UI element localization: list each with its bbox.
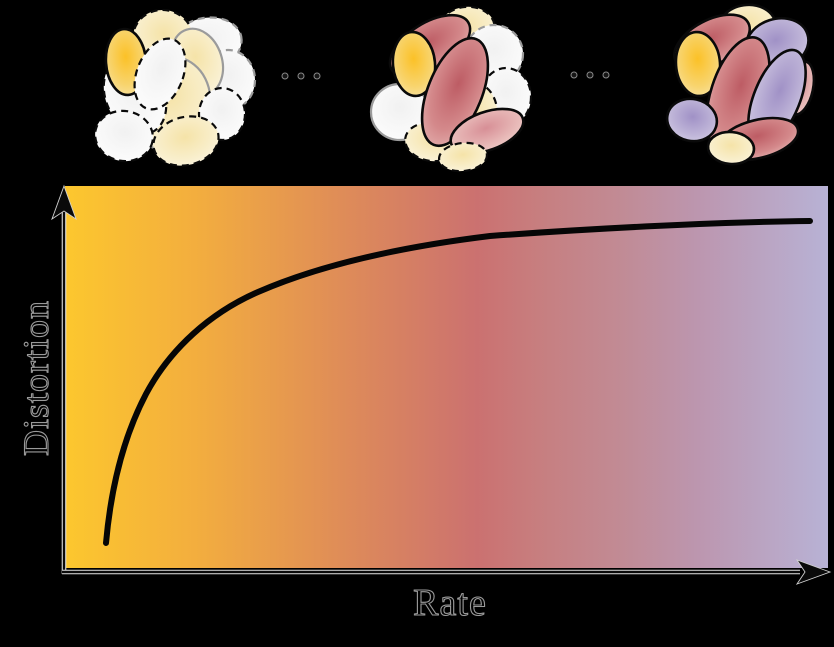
gaussian-component [152, 115, 220, 167]
gaussian-component [133, 37, 187, 111]
y-axis-arrow-icon [51, 184, 77, 221]
ellipsis-dots-right [570, 71, 610, 79]
separator-dot-icon [570, 71, 578, 79]
cluster-coarse [94, 8, 257, 167]
ellipsis-dots-left [281, 72, 321, 80]
plot-area [65, 186, 828, 568]
separator-dot-icon [602, 71, 610, 79]
y-axis [51, 184, 77, 574]
gaussian-component [674, 30, 722, 98]
cluster-intermediate [369, 5, 533, 173]
y-axis-label: Distortion [15, 299, 56, 457]
x-axis-label: Rate [413, 581, 487, 624]
gaussian-component [665, 97, 719, 143]
rate-distortion-curve [103, 218, 813, 546]
separator-dot-icon [313, 72, 321, 80]
gaussian-component [94, 109, 154, 163]
gaussian-component [437, 141, 489, 173]
separator-dot-icon [297, 72, 305, 80]
cluster-fine [665, 3, 816, 166]
gaussian-component [391, 30, 437, 98]
x-axis-arrow-icon [795, 559, 832, 585]
separator-dot-icon [586, 71, 594, 79]
x-axis [62, 559, 832, 585]
separator-dot-icon [281, 72, 289, 80]
gaussian-component [706, 130, 756, 166]
